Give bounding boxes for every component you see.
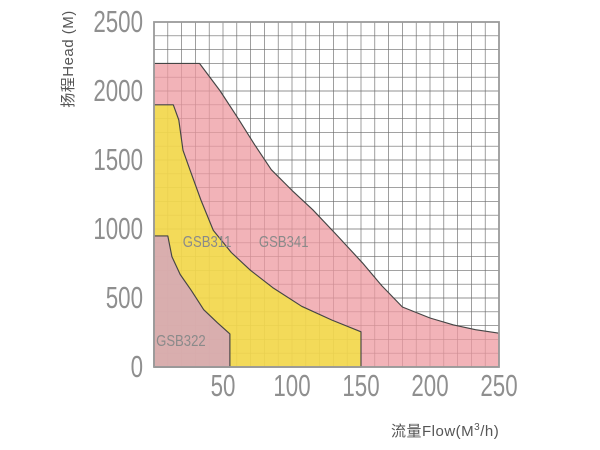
y-tick-label-1000: 1000 xyxy=(93,211,143,245)
x-axis-title-superscript: 3 xyxy=(474,422,481,433)
y-axis-title: 扬程Head (M) xyxy=(60,10,77,108)
series-label-gsb322: GSB322 xyxy=(156,333,206,350)
series-label-gsb311: GSB311 xyxy=(183,234,232,251)
region-gsb311 xyxy=(153,104,362,368)
x-tick-label-250: 250 xyxy=(480,368,517,402)
x-axis-title: 流量Flow(M3/h) xyxy=(391,420,499,441)
x-tick-label-200: 200 xyxy=(411,368,448,402)
x-axis-title-text: 流量Flow(M xyxy=(391,423,475,440)
x-axis-title-suffix: /h) xyxy=(480,423,500,440)
y-tick-label-500: 500 xyxy=(106,280,143,314)
y-tick-label-2500: 2500 xyxy=(93,4,143,38)
y-tick-label-0: 0 xyxy=(131,349,143,383)
series-label-gsb341: GSB341 xyxy=(259,234,309,251)
x-tick-label-50: 50 xyxy=(211,368,236,402)
x-tick-label-100: 100 xyxy=(273,368,310,402)
x-tick-label-150: 150 xyxy=(342,368,379,402)
y-tick-label-2000: 2000 xyxy=(93,73,143,107)
y-tick-label-1500: 1500 xyxy=(93,142,143,176)
plot-border xyxy=(153,21,500,368)
